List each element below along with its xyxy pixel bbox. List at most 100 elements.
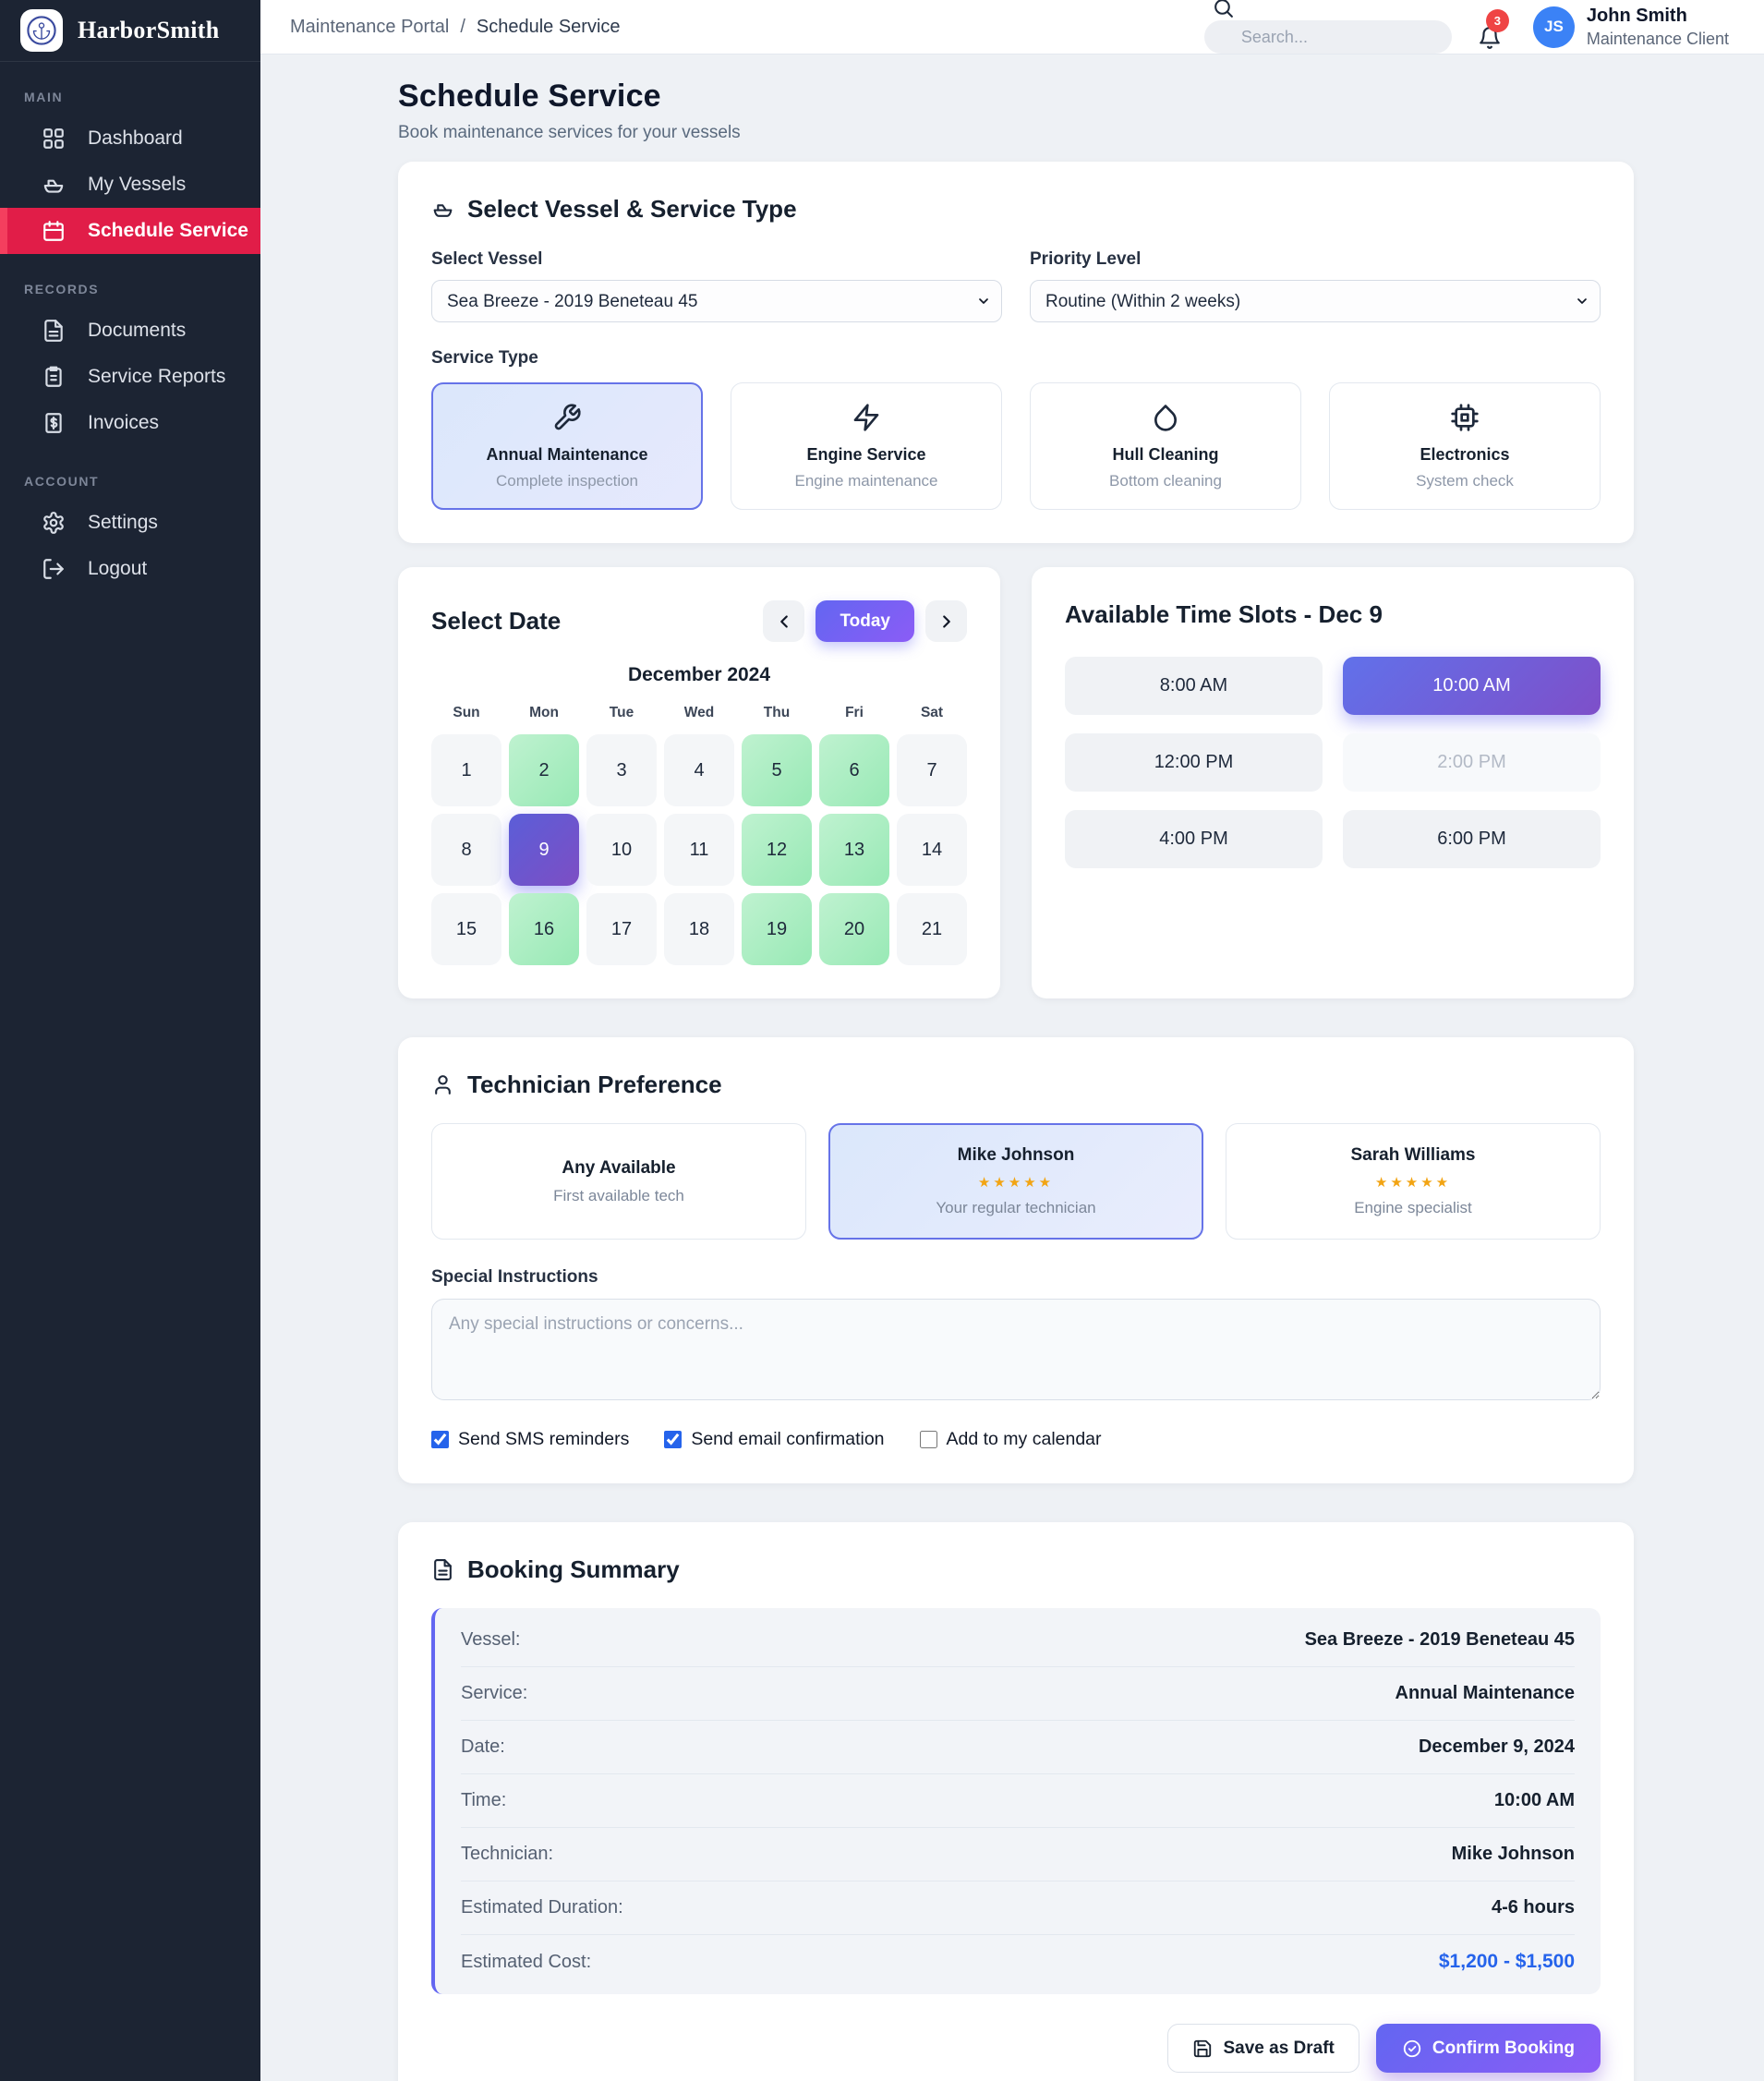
- checkbox-input-send-sms-reminders[interactable]: [431, 1431, 449, 1448]
- summary-value: 4-6 hours: [1491, 1897, 1575, 1918]
- technician-card-sarah-williams[interactable]: Sarah Williams ★★★★★ Engine specialist: [1226, 1123, 1601, 1240]
- calendar-day-21[interactable]: 21: [897, 893, 967, 965]
- breadcrumb-parent[interactable]: Maintenance Portal: [290, 16, 450, 37]
- calendar-next-button[interactable]: [925, 600, 967, 642]
- sidebar-item-my-vessels[interactable]: My Vessels: [0, 162, 260, 208]
- service-card-annual-maintenance[interactable]: Annual Maintenance Complete inspection: [431, 382, 703, 510]
- summary-row-date: Date: December 9, 2024: [461, 1721, 1575, 1774]
- sidebar-section-main: MAIN: [24, 90, 64, 104]
- time-slot-4-00-pm[interactable]: 4:00 PM: [1065, 810, 1323, 868]
- check-circle-icon: [1402, 2039, 1422, 2059]
- service-card-engine-service[interactable]: Engine Service Engine maintenance: [731, 382, 1002, 510]
- calendar-day-11[interactable]: 11: [664, 814, 734, 886]
- sidebar-item-label: Schedule Service: [88, 220, 248, 241]
- calendar-day-17[interactable]: 17: [586, 893, 657, 965]
- service-card-electronics[interactable]: Electronics System check: [1329, 382, 1601, 510]
- technician-grid: Any Available First available tech Mike Jo…: [431, 1123, 1601, 1240]
- notifications-button[interactable]: 3: [1476, 7, 1509, 52]
- summary-box: Vessel: Sea Breeze - 2019 Beneteau 45 Serv…: [431, 1608, 1601, 1994]
- calendar-day-10[interactable]: 10: [586, 814, 657, 886]
- summary-row-time: Time: 10:00 AM: [461, 1774, 1575, 1828]
- sidebar-item-settings[interactable]: Settings: [0, 500, 260, 546]
- priority-select[interactable]: Routine (Within 2 weeks): [1030, 280, 1601, 322]
- calendar-day-15[interactable]: 15: [431, 893, 501, 965]
- sidebar-item-invoices[interactable]: Invoices: [0, 400, 260, 446]
- breadcrumb: Maintenance Portal / Schedule Service: [290, 17, 621, 38]
- checkbox-send-email-confirmation[interactable]: Send email confirmation: [664, 1429, 885, 1450]
- time-slot-6-00-pm[interactable]: 6:00 PM: [1343, 810, 1601, 868]
- time-slot-12-00-pm[interactable]: 12:00 PM: [1065, 733, 1323, 792]
- sidebar-item-label: My Vessels: [88, 174, 187, 195]
- search-input[interactable]: [1203, 20, 1452, 54]
- save-as-draft-button[interactable]: Save as Draft: [1167, 2024, 1359, 2073]
- calendar-day-6[interactable]: 6: [819, 734, 889, 806]
- sidebar-item-documents[interactable]: Documents: [0, 308, 260, 354]
- select-date-title: Select Date: [431, 607, 562, 635]
- special-instructions-input[interactable]: [431, 1299, 1601, 1400]
- sidebar-item-dashboard[interactable]: Dashboard: [0, 115, 260, 162]
- calendar-day-18[interactable]: 18: [664, 893, 734, 965]
- bolt-icon: [852, 403, 881, 432]
- calendar-prev-button[interactable]: [763, 600, 805, 642]
- sidebar-item-label: Service Reports: [88, 366, 226, 387]
- vessel-select[interactable]: Sea Breeze - 2019 Beneteau 45: [431, 280, 1002, 322]
- user-menu[interactable]: JS John Smith Maintenance Client: [1532, 6, 1729, 49]
- search-icon: [1212, 0, 1235, 19]
- service-card-hull-cleaning[interactable]: Hull Cleaning Bottom cleaning: [1030, 382, 1301, 510]
- checkbox-send-sms-reminders[interactable]: Send SMS reminders: [431, 1429, 629, 1450]
- summary-value: $1,200 - $1,500: [1438, 1951, 1575, 1972]
- calendar-day-13[interactable]: 13: [819, 814, 889, 886]
- checkbox-input-send-email-confirmation[interactable]: [664, 1431, 683, 1448]
- checkbox-add-to-my-calendar[interactable]: Add to my calendar: [919, 1429, 1102, 1450]
- calendar-day-4[interactable]: 4: [664, 734, 734, 806]
- invoice-icon: [42, 411, 66, 435]
- user-role: Maintenance Client: [1586, 29, 1729, 48]
- calendar-day-16[interactable]: 16: [509, 893, 579, 965]
- time-slots-title: Available Time Slots - Dec 9: [1065, 600, 1383, 628]
- summary-label: Estimated Cost:: [461, 1951, 592, 1972]
- file-icon: [42, 319, 66, 343]
- calendar-day-2[interactable]: 2: [509, 734, 579, 806]
- calendar-day-19[interactable]: 19: [742, 893, 812, 965]
- calendar-day-14[interactable]: 14: [897, 814, 967, 886]
- weekday-mon: Mon: [529, 705, 559, 720]
- sidebar-item-logout[interactable]: Logout: [0, 546, 260, 592]
- calendar-day-9[interactable]: 9: [509, 814, 579, 886]
- sidebar-item-label: Documents: [88, 320, 187, 341]
- calendar-day-8[interactable]: 8: [431, 814, 501, 886]
- calendar-day-1[interactable]: 1: [431, 734, 501, 806]
- select-vessel-label: Select Vessel: [431, 249, 543, 269]
- content: Schedule Service Book maintenance servic…: [260, 54, 1764, 2081]
- technician-card-any-available[interactable]: Any Available First available tech: [431, 1123, 806, 1240]
- calendar-day-5[interactable]: 5: [742, 734, 812, 806]
- weekday-thu: Thu: [763, 705, 791, 720]
- boat-icon: [431, 198, 454, 221]
- calendar-day-12[interactable]: 12: [742, 814, 812, 886]
- time-slot-10-00-am[interactable]: 10:00 AM: [1343, 657, 1601, 715]
- calendar-day-3[interactable]: 3: [586, 734, 657, 806]
- summary-value: Sea Breeze - 2019 Beneteau 45: [1304, 1629, 1575, 1650]
- weekday-row: Sun Mon Tue Wed Thu Fri Sat: [431, 705, 967, 721]
- calendar-day-7[interactable]: 7: [897, 734, 967, 806]
- service-name: Annual Maintenance: [486, 444, 648, 464]
- technician-card-mike-johnson[interactable]: Mike Johnson ★★★★★ Your regular technician: [828, 1123, 1203, 1240]
- month-label: December 2024: [627, 664, 771, 685]
- summary-value: Annual Maintenance: [1395, 1683, 1575, 1703]
- avatar[interactable]: JS: [1532, 6, 1575, 48]
- summary-label: Time:: [461, 1790, 507, 1810]
- sidebar-item-label: Invoices: [88, 412, 160, 433]
- checkbox-input-add-to-my-calendar[interactable]: [919, 1431, 937, 1448]
- today-button[interactable]: Today: [816, 600, 914, 642]
- dashboard-icon: [42, 127, 66, 151]
- calendar-icon: [42, 219, 66, 243]
- logout-icon: [42, 557, 66, 581]
- time-slot-8-00-am[interactable]: 8:00 AM: [1065, 657, 1323, 715]
- search-wrap: [1203, 0, 1452, 54]
- sidebar-item-schedule-service[interactable]: Schedule Service: [0, 208, 260, 254]
- confirm-booking-button[interactable]: Confirm Booking: [1375, 2024, 1601, 2073]
- calendar-day-20[interactable]: 20: [819, 893, 889, 965]
- service-name: Engine Service: [806, 444, 926, 464]
- summary-label: Vessel:: [461, 1629, 521, 1650]
- sidebar-item-service-reports[interactable]: Service Reports: [0, 354, 260, 400]
- reminder-options: Send SMS reminders Send email confirmatio…: [431, 1429, 1601, 1450]
